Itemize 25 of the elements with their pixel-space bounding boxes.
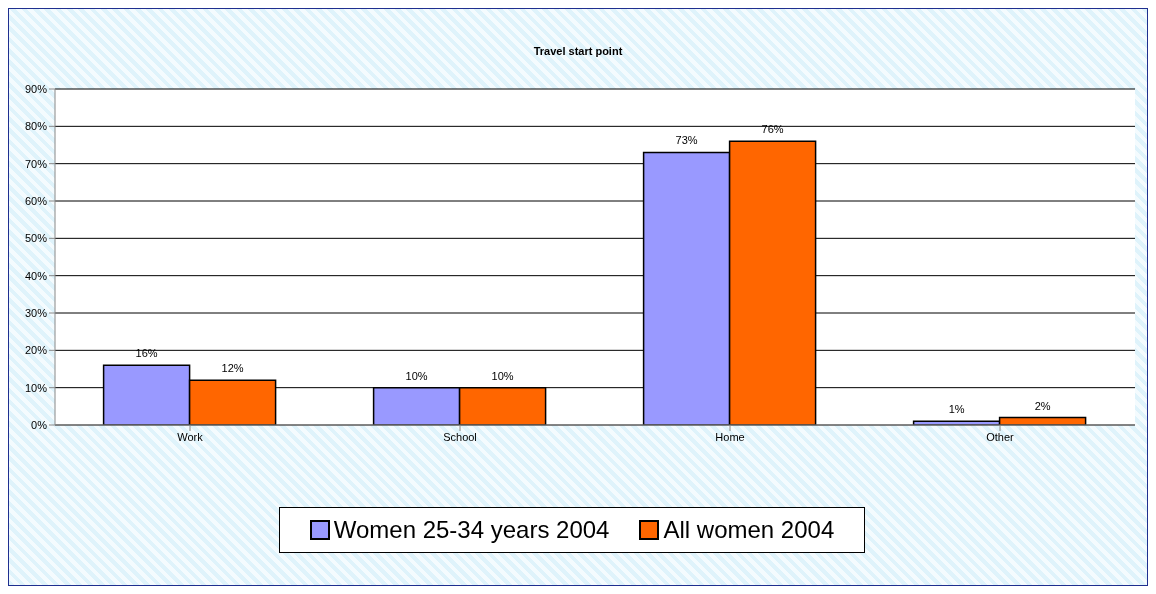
x-tick-label: Other [986,430,1015,443]
data-label: 1% [948,403,965,416]
data-label: 2% [1034,399,1051,412]
y-tick-label: 90% [24,82,48,95]
x-tick-label: Home [715,430,745,443]
data-label: 16% [135,347,158,360]
data-label: 12% [221,362,244,375]
x-tick-label: School [443,430,477,443]
y-tick-label: 20% [24,344,48,357]
legend-label: All women 2004 [662,516,835,544]
y-tick-label: 0% [31,418,48,431]
data-label: 73% [675,134,698,147]
y-tick-label: 80% [24,120,48,133]
data-label: 10% [491,369,514,382]
data-label: 76% [761,123,784,136]
y-tick-label: 60% [24,194,48,207]
y-tick-label: 70% [24,157,48,170]
chart-title: Travel start point [532,45,624,57]
legend-label: Women 25-34 years 2004 [332,516,610,544]
data-label: 10% [405,369,428,382]
y-tick-label: 40% [24,269,48,282]
y-tick-label: 30% [24,306,48,319]
y-tick-label: 10% [24,381,48,394]
y-tick-label: 50% [24,232,48,245]
x-tick-label: Work [177,430,204,443]
